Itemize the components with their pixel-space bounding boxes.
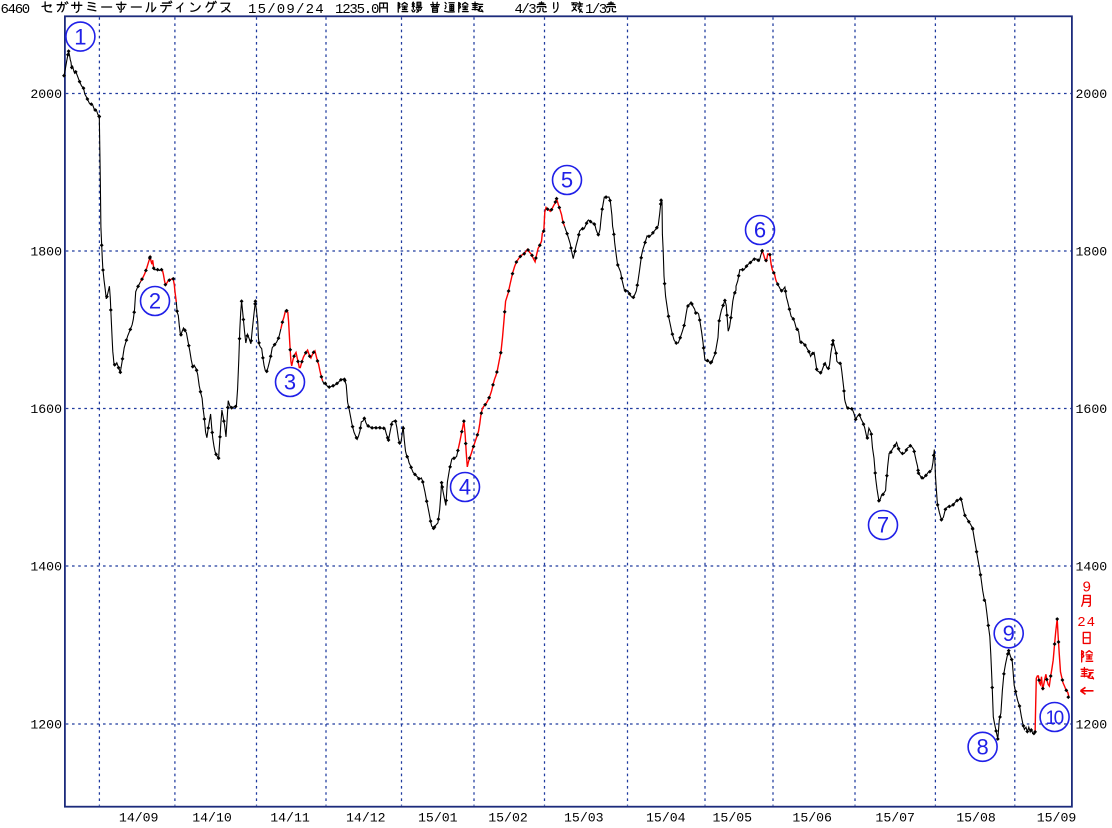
svg-text:10: 10 bbox=[1046, 708, 1064, 729]
svg-text:15/07: 15/07 bbox=[875, 811, 915, 826]
svg-text:4: 4 bbox=[459, 475, 471, 500]
svg-text:1200: 1200 bbox=[30, 718, 62, 733]
svg-text:15/09/24: 15/09/24 bbox=[248, 2, 325, 18]
svg-text:15/05: 15/05 bbox=[713, 811, 753, 826]
svg-text:15/01: 15/01 bbox=[418, 811, 458, 826]
svg-text:2: 2 bbox=[149, 289, 161, 314]
svg-text:14/10: 14/10 bbox=[192, 811, 232, 826]
svg-text:1600: 1600 bbox=[30, 402, 62, 417]
svg-text:15/02: 15/02 bbox=[488, 811, 528, 826]
svg-text:14/11: 14/11 bbox=[270, 811, 310, 826]
svg-text:1600: 1600 bbox=[1076, 402, 1108, 417]
svg-text:6460: 6460 bbox=[1, 2, 30, 18]
svg-text:15/08: 15/08 bbox=[956, 811, 996, 826]
svg-text:9: 9 bbox=[1082, 580, 1091, 597]
svg-text:6: 6 bbox=[754, 218, 766, 243]
svg-text:3: 3 bbox=[284, 370, 296, 395]
svg-text:1400: 1400 bbox=[1076, 560, 1108, 575]
svg-text:2000: 2000 bbox=[30, 87, 62, 102]
svg-text:1235.0: 1235.0 bbox=[335, 2, 379, 18]
svg-text:8: 8 bbox=[976, 735, 988, 760]
svg-text:9: 9 bbox=[1003, 621, 1015, 646]
svg-text:15/04: 15/04 bbox=[646, 811, 686, 826]
svg-text:14/09: 14/09 bbox=[119, 811, 159, 826]
svg-text:4/3: 4/3 bbox=[515, 2, 537, 18]
svg-text:1: 1 bbox=[74, 24, 86, 49]
svg-text:2000: 2000 bbox=[1076, 87, 1108, 102]
svg-text:5: 5 bbox=[561, 168, 573, 193]
svg-text:15/09: 15/09 bbox=[1037, 811, 1077, 826]
svg-text:1400: 1400 bbox=[30, 560, 62, 575]
svg-text:1200: 1200 bbox=[1076, 718, 1108, 733]
svg-text:14/12: 14/12 bbox=[346, 811, 386, 826]
svg-text:1800: 1800 bbox=[1076, 245, 1108, 260]
svg-text:24: 24 bbox=[1077, 615, 1096, 631]
svg-text:15/03: 15/03 bbox=[564, 811, 604, 826]
svg-text:1/3: 1/3 bbox=[585, 2, 607, 18]
svg-text:1800: 1800 bbox=[30, 245, 62, 260]
svg-text:15/06: 15/06 bbox=[792, 811, 832, 826]
svg-text:7: 7 bbox=[877, 513, 889, 538]
